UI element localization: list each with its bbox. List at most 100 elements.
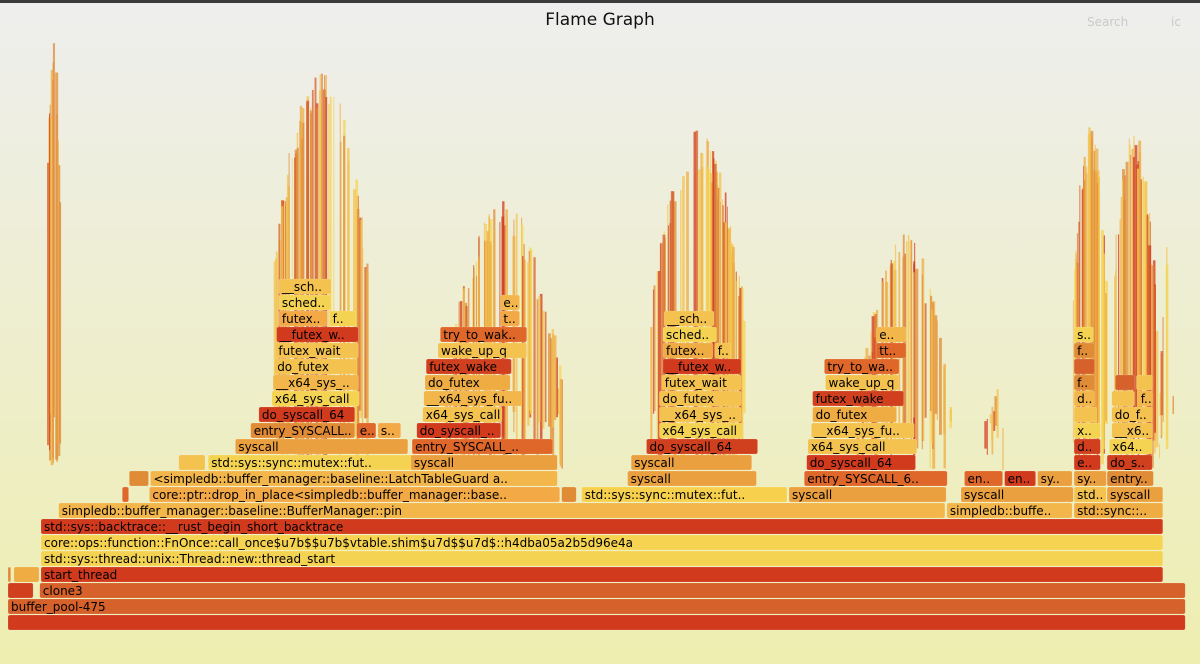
flame-frame[interactable] <box>662 358 742 375</box>
flame-frame[interactable] <box>1073 470 1107 487</box>
flame-frame[interactable] <box>272 374 359 391</box>
flame-frame[interactable] <box>149 486 560 503</box>
flame-frame[interactable] <box>416 422 502 439</box>
flame-frame[interactable] <box>1073 358 1095 375</box>
flame-frame[interactable] <box>40 566 1164 583</box>
flame-frame[interactable] <box>129 470 149 487</box>
flame-frame[interactable] <box>812 406 897 423</box>
flame-frame[interactable] <box>824 358 900 375</box>
search-button[interactable]: Search <box>1087 15 1129 29</box>
ignore-case-toggle[interactable]: ic <box>1171 15 1181 29</box>
flame-frame-spike <box>717 187 720 456</box>
flame-frame[interactable] <box>806 454 916 471</box>
flame-frame[interactable] <box>1073 486 1107 503</box>
flame-frame[interactable] <box>1111 406 1153 423</box>
flame-frame[interactable] <box>811 422 915 439</box>
flame-frame[interactable] <box>424 374 511 391</box>
flame-frame[interactable] <box>276 326 359 343</box>
flame-frame[interactable] <box>500 310 520 327</box>
flame-frame[interactable] <box>440 326 527 343</box>
flame-frame[interactable] <box>13 566 40 583</box>
flame-frame[interactable] <box>646 438 758 455</box>
flame-frame[interactable] <box>581 486 788 503</box>
flame-frame[interactable] <box>208 454 414 471</box>
flame-frame[interactable] <box>788 486 947 503</box>
flame-frame[interactable] <box>423 390 523 407</box>
flame-frame[interactable] <box>661 374 742 391</box>
flame-frame[interactable] <box>425 358 512 375</box>
flame-frame[interactable] <box>1073 374 1095 391</box>
flame-frame[interactable] <box>1037 470 1073 487</box>
flame-frame[interactable] <box>40 534 1164 551</box>
flame-frame[interactable] <box>500 294 520 311</box>
flame-frame[interactable] <box>812 390 904 407</box>
flame-frame[interactable] <box>1106 486 1164 503</box>
flame-frame[interactable] <box>329 310 357 327</box>
flame-frame[interactable] <box>875 326 907 343</box>
flame-frame[interactable] <box>7 566 11 583</box>
flame-frame[interactable] <box>1073 502 1164 519</box>
flame-frame[interactable] <box>1111 390 1135 407</box>
flame-frame[interactable] <box>411 438 553 455</box>
flame-frame[interactable] <box>960 486 1074 503</box>
flame-frame[interactable] <box>561 486 577 503</box>
flame-frame[interactable] <box>122 486 129 503</box>
flame-frame[interactable] <box>1111 422 1153 439</box>
flame-frame[interactable] <box>250 422 355 439</box>
flame-frame[interactable] <box>39 582 1186 599</box>
flame-frame[interactable] <box>714 342 731 359</box>
flame-frame[interactable] <box>58 502 946 519</box>
flame-frame[interactable] <box>278 294 332 311</box>
flame-frame[interactable] <box>875 342 907 359</box>
flame-frame[interactable] <box>258 406 355 423</box>
flame-frame[interactable] <box>40 550 1164 567</box>
flame-frame[interactable] <box>410 454 558 471</box>
flame-frame[interactable] <box>964 470 1003 487</box>
flame-frame[interactable] <box>663 310 715 327</box>
flame-frame-spike <box>1134 145 1138 422</box>
flame-frame[interactable] <box>659 406 742 423</box>
flame-frame[interactable] <box>1137 390 1153 407</box>
flame-frame[interactable] <box>150 470 558 487</box>
flame-frame[interactable] <box>178 454 206 471</box>
flame-frame[interactable] <box>1073 422 1101 439</box>
flame-frame[interactable] <box>275 342 359 359</box>
flame-frame[interactable] <box>7 582 34 599</box>
flame-frame[interactable] <box>659 422 743 439</box>
flame-frame[interactable] <box>1115 374 1135 391</box>
flame-frame[interactable] <box>1004 470 1036 487</box>
flame-frame[interactable] <box>273 358 358 375</box>
flame-frame[interactable] <box>235 438 409 455</box>
flame-frame[interactable] <box>7 598 1186 615</box>
flame-frame[interactable] <box>804 470 948 487</box>
flame-frame[interactable] <box>377 422 401 439</box>
flame-frame[interactable] <box>659 390 742 407</box>
flame-frame[interactable] <box>356 422 377 439</box>
flame-frame[interactable] <box>1106 454 1153 471</box>
flame-frame[interactable] <box>1109 438 1153 455</box>
flame-frame[interactable] <box>1073 326 1094 343</box>
flame-frame-spike <box>555 357 558 418</box>
flame-frame[interactable] <box>1073 406 1098 423</box>
flame-frame[interactable] <box>627 470 757 487</box>
flame-frame[interactable] <box>1073 438 1101 455</box>
flame-frame[interactable] <box>1136 374 1153 391</box>
flame-frame[interactable] <box>1073 342 1095 359</box>
flame-frame[interactable] <box>7 614 1186 631</box>
flame-frame[interactable] <box>278 310 328 327</box>
flame-frame[interactable] <box>1073 454 1101 471</box>
flame-frame[interactable] <box>630 454 752 471</box>
flame-frame[interactable] <box>422 406 503 423</box>
flame-frame[interactable] <box>437 342 527 359</box>
flame-frame-spike <box>324 75 326 443</box>
flame-frame[interactable] <box>946 502 1073 519</box>
flame-frame[interactable] <box>825 374 900 391</box>
flame-frame[interactable] <box>40 518 1164 535</box>
flame-frame[interactable] <box>1073 390 1095 407</box>
flame-frame[interactable] <box>662 326 717 343</box>
flame-frame[interactable] <box>278 278 332 295</box>
flame-frame[interactable] <box>1106 470 1154 487</box>
flame-frame[interactable] <box>662 342 714 359</box>
flame-frame[interactable] <box>807 438 917 455</box>
flame-frame[interactable] <box>271 390 360 407</box>
